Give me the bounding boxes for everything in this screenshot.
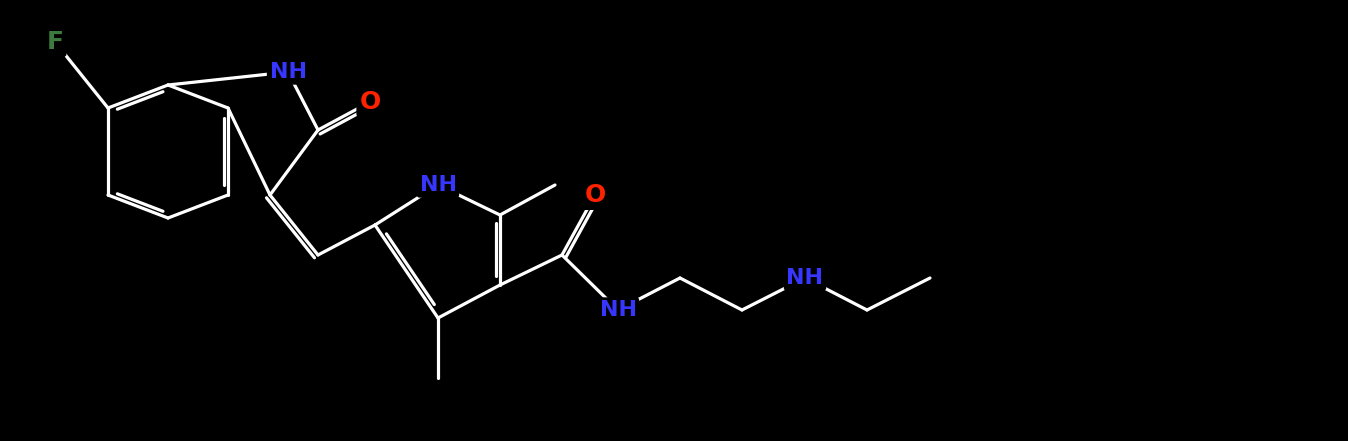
Text: NH: NH (419, 175, 457, 195)
Text: F: F (46, 30, 63, 54)
Text: O: O (360, 90, 380, 114)
Text: NH: NH (270, 62, 306, 82)
Text: NH: NH (600, 300, 636, 320)
Text: NH: NH (786, 268, 824, 288)
Text: O: O (585, 183, 605, 207)
